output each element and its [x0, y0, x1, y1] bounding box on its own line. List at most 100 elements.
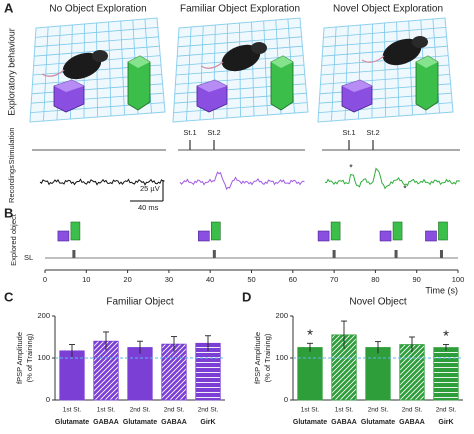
y-tick-label: 100: [275, 353, 288, 362]
y-axis-label: fPSP Amplitude: [15, 332, 24, 384]
bar: [127, 347, 153, 401]
x-tick-label: 2nd St.: [402, 407, 423, 414]
purple-icon: [425, 230, 437, 242]
x-tick-sublabel: GirK: [200, 419, 215, 426]
green-icon: [330, 221, 341, 241]
green-icon: [211, 221, 221, 241]
mouse-tail: [200, 61, 224, 69]
stim-label: St.2: [366, 128, 379, 137]
mouse-head: [92, 50, 108, 62]
x-tick-sublabel: GABAA: [399, 419, 425, 426]
row-label: Stimulation: [7, 127, 16, 164]
arena-grid: [408, 20, 413, 116]
chart-title: Familiar Object: [106, 297, 173, 308]
bar: [161, 343, 187, 401]
x-tick-label: 2nd St.: [164, 407, 185, 414]
green-icon: [392, 221, 403, 241]
significance: *: [307, 326, 313, 343]
x-tick-sublabel: Glutamate: [361, 419, 395, 426]
mouse-tail: [361, 55, 385, 63]
x-tick-label: 20: [123, 275, 131, 284]
x-tick-label: 1st St.: [335, 407, 354, 414]
green-icon: [70, 221, 81, 241]
mouse: [382, 38, 422, 66]
bar: [297, 347, 323, 401]
x-tick-label: 2nd St.: [198, 407, 219, 414]
recording-trace: [179, 171, 305, 190]
x-tick-label: 1st St.: [301, 407, 320, 414]
x-tick-sublabel: GABAA: [331, 419, 357, 426]
purple-icon: [317, 230, 330, 242]
x-tick-label: 10: [82, 275, 90, 284]
panel-label: D: [242, 289, 251, 304]
chart-title: Novel Object: [349, 297, 406, 308]
panel-label: A: [4, 0, 14, 15]
green-icon: [438, 221, 448, 241]
y-axis-label: Explored object: [9, 213, 18, 266]
stim-label: St.1: [342, 128, 355, 137]
arena-grid: [263, 20, 268, 116]
panel-label: C: [4, 289, 14, 304]
arena-grid: [108, 21, 112, 117]
purple-icon: [57, 230, 70, 242]
significance: *: [443, 328, 449, 345]
x-tick-label: 40: [206, 275, 214, 284]
arena-grid: [120, 20, 125, 116]
arena-grid: [251, 21, 255, 117]
x-tick-label: 1st St.: [97, 407, 116, 414]
bar: [365, 347, 391, 401]
bar: [93, 340, 119, 401]
panel-title: Familiar Object Exploration: [180, 4, 300, 15]
x-tick-label: 0: [43, 275, 47, 284]
green-top: [416, 56, 438, 68]
recording-trace: [39, 178, 165, 186]
event-mark: [212, 250, 216, 258]
green-top: [128, 56, 150, 68]
purple-top: [54, 80, 84, 92]
mouse-head: [251, 42, 267, 54]
scale-label: 40 ms: [138, 203, 159, 212]
x-tick-sublabel: Glutamate: [123, 419, 157, 426]
y-tick-label: 200: [37, 311, 50, 320]
purple-top: [342, 80, 372, 92]
event-mark: [332, 250, 336, 258]
purple-icon: [379, 230, 392, 242]
asterisk: *: [403, 183, 407, 193]
recording-trace: [324, 167, 461, 190]
purple-top: [197, 80, 227, 92]
mouse-head: [412, 36, 428, 48]
panel-label: B: [4, 205, 13, 220]
x-tick-sublabel: Glutamate: [55, 419, 89, 426]
y-axis-label: (% of Training): [25, 333, 34, 382]
mouse-tail: [41, 69, 65, 77]
x-tick-label: 30: [165, 275, 173, 284]
panel-title: Novel Object Exploration: [333, 4, 443, 15]
scale-label: 25 µV: [140, 184, 160, 193]
x-tick-sublabel: GirK: [438, 419, 453, 426]
x-tick-label: 70: [330, 275, 338, 284]
x-tick-sublabel: GABAA: [93, 419, 119, 426]
mouse: [221, 44, 261, 72]
asterisk: *: [349, 162, 353, 172]
purple-icon: [198, 230, 210, 242]
event-mark: [72, 250, 76, 258]
series-label: SL: [24, 253, 33, 262]
x-tick-label: 50: [247, 275, 255, 284]
x-tick-label: 2nd St.: [130, 407, 151, 414]
y-tick-label: 200: [275, 311, 288, 320]
x-tick-label: 80: [371, 275, 379, 284]
x-tick-label: 100: [452, 275, 465, 284]
y-axis-label: (% of Training): [263, 333, 272, 382]
stim-label: St.1: [183, 128, 196, 137]
x-tick-label: 1st St.: [63, 407, 82, 414]
y-tick-label: 0: [284, 395, 288, 404]
row-label: Recordings: [7, 165, 16, 203]
y-tick-label: 0: [46, 395, 50, 404]
x-axis-label: Time (s): [425, 285, 458, 295]
arena-grid: [396, 21, 400, 117]
x-tick-label: 90: [413, 275, 421, 284]
bar: [399, 344, 425, 401]
y-tick-label: 100: [37, 353, 50, 362]
x-tick-sublabel: GABAA: [161, 419, 187, 426]
